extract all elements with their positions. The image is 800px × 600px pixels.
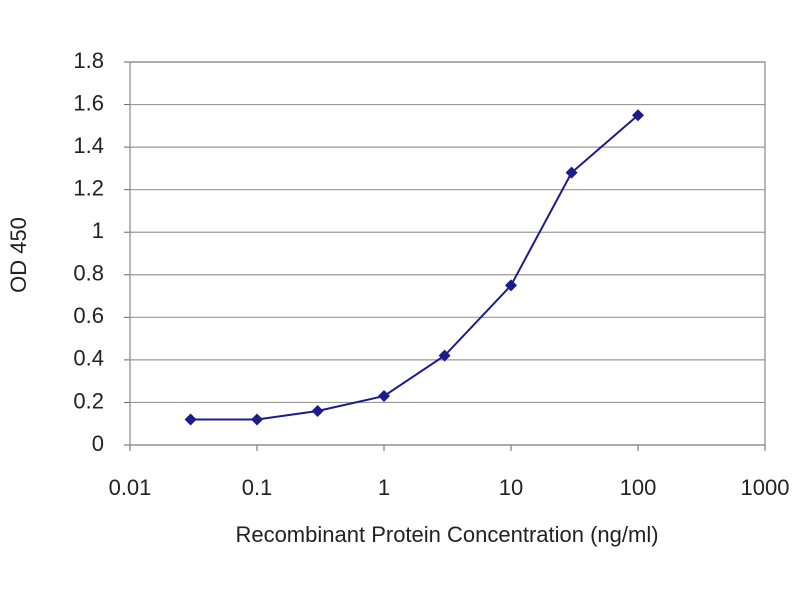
y-tick-label: 0.8 — [73, 261, 104, 286]
data-point — [632, 109, 644, 122]
x-axis-label: Recombinant Protein Concentration (ng/ml… — [235, 522, 658, 547]
plot-frame — [129, 61, 766, 446]
data-point — [438, 349, 451, 362]
x-tick-label: 10 — [499, 475, 523, 500]
data-point — [311, 404, 324, 417]
y-axis-label: OD 450 — [6, 217, 31, 293]
data-point — [565, 166, 578, 179]
data-point — [184, 413, 197, 426]
x-tick-label: 1000 — [741, 475, 790, 500]
y-tick-label: 1 — [92, 218, 104, 243]
data-line — [190, 114, 639, 421]
y-tick-label: 1.2 — [73, 175, 104, 200]
x-tick-label: 1 — [378, 475, 390, 500]
y-tick-label: 0.6 — [73, 303, 104, 328]
y-tick-label: 1.6 — [73, 90, 104, 115]
data-point — [505, 279, 517, 292]
x-tick-label: 0.1 — [242, 475, 273, 500]
x-tick-label: 0.01 — [109, 475, 152, 500]
data-point — [251, 413, 263, 426]
data-point — [378, 390, 390, 403]
y-tick-label: 1.4 — [73, 133, 104, 158]
y-tick-label: 1.8 — [73, 48, 104, 73]
x-tick-label: 100 — [620, 475, 657, 500]
y-tick-label: 0.4 — [73, 346, 104, 371]
y-tick-label: 0.2 — [73, 388, 104, 413]
y-tick-label: 0 — [92, 431, 104, 456]
